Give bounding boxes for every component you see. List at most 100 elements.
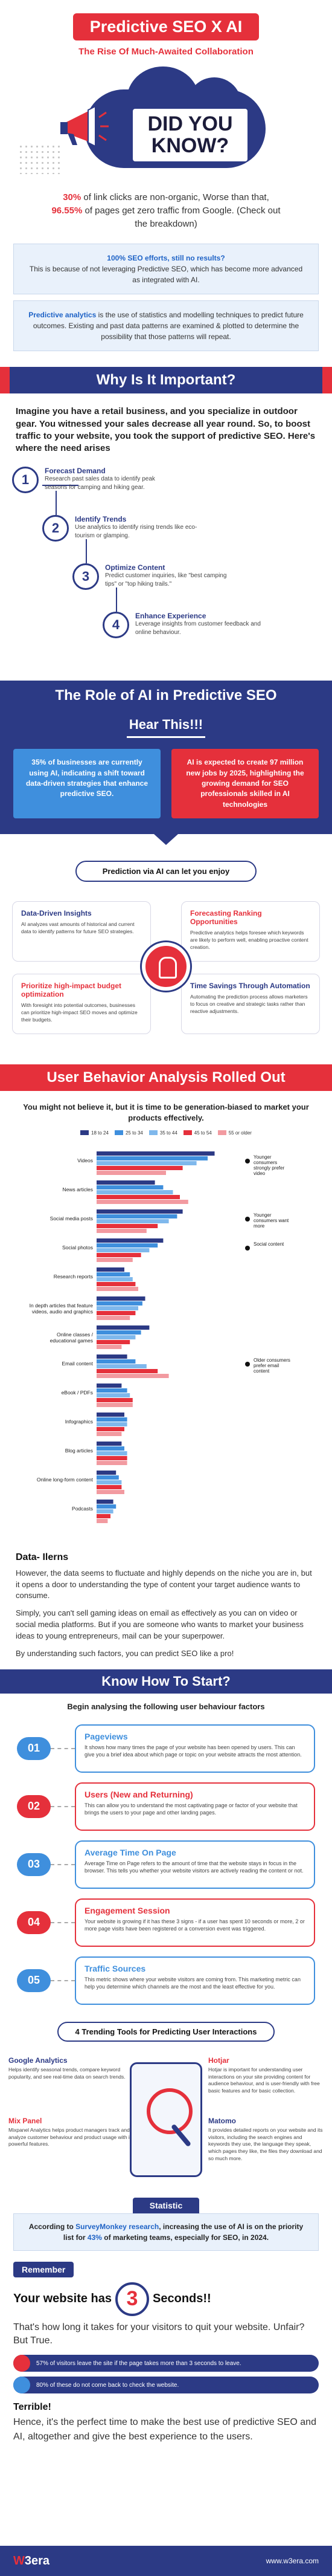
category-label: Online classes / educational games <box>50 1332 94 1344</box>
bar-35-to-44 <box>97 1277 133 1281</box>
bar-35-to-44 <box>97 1189 173 1194</box>
bar-25-to-34 <box>97 1185 164 1189</box>
bar-25-to-34 <box>97 1417 127 1422</box>
bar-45-to-54 <box>97 1484 122 1489</box>
seo-efforts-box: 100% SEO efforts, still no results? This… <box>13 244 319 295</box>
data-ilerns-p2: Simply, you can't sell gaming ideas on e… <box>16 1608 304 1640</box>
bar-55-or-older <box>97 1460 127 1465</box>
bar-25-to-34 <box>97 1330 141 1335</box>
survey-source: SurveyMonkey research <box>75 2222 159 2231</box>
start-heading: Know How To Start? <box>101 1673 231 1689</box>
user-behavior-intro: You might not believe it, but it is time… <box>23 1102 309 1123</box>
factor-item: 03 Average Time On Page Average Time on … <box>17 1836 315 1894</box>
bar-35-to-44 <box>97 1509 113 1513</box>
factor-title: Average Time On Page <box>85 1847 176 1857</box>
arrow-down-decoration <box>154 834 178 846</box>
step-description: Research past sales data to identify pea… <box>45 476 155 491</box>
stat-percent-2: 96.55% <box>51 205 83 216</box>
category-label: In depth articles that feature videos, au… <box>30 1303 94 1315</box>
header: Predictive SEO X AI The Rise Of Much-Awa… <box>0 0 332 57</box>
bar-45-to-54 <box>97 1397 133 1402</box>
bar-55-or-older <box>97 1286 138 1291</box>
factor-description: This metric shows where your website vis… <box>85 1976 301 1990</box>
tool-title: Google Analytics <box>8 2056 68 2065</box>
bar-35-to-44 <box>97 1451 127 1455</box>
step-description: Use analytics to identify rising trends … <box>75 524 197 539</box>
bar-18-to-24 <box>97 1412 124 1417</box>
step-number: 1 <box>12 467 39 494</box>
bar-45-to-54 <box>97 1455 127 1460</box>
factor-description: It shows how many times the page of your… <box>85 1744 302 1758</box>
bar-18-to-24 <box>97 1151 215 1156</box>
annotation-dot <box>245 1245 250 1251</box>
tool-hotjar: Hotjar Hotjar is important for understan… <box>208 2056 323 2095</box>
why-important-intro: Imagine you have a retail business, and … <box>16 406 316 453</box>
prediction-pill: Prediction via AI can let you enjoy <box>75 861 257 882</box>
terrible-body: Hence, it's the perfect time to make the… <box>13 2417 316 2442</box>
bar-55-or-older <box>97 1489 124 1494</box>
bar-chart: Videos News articles Social media posts Soc… <box>30 1151 290 1523</box>
footer: W3era www.w3era.com <box>0 2546 332 2576</box>
tools-section: Google Analytics Helps identify seasonal… <box>0 2050 332 2189</box>
bar-25-to-34 <box>97 1301 142 1306</box>
factor-description: Your website is growing if it has these … <box>85 1918 305 1932</box>
stat-bar-icon <box>13 2377 30 2394</box>
legend-item: 55 or older <box>217 1130 252 1136</box>
predictive-analytics-term: Predictive analytics <box>28 311 97 320</box>
benefit-card: Time Savings Through Automation Automati… <box>181 974 320 1035</box>
bar-45-to-54 <box>97 1310 136 1315</box>
bar-35-to-44 <box>97 1248 150 1252</box>
chart-legend: 18 to 24 25 to 34 35 to 44 45 to 54 55 o… <box>0 1130 332 1136</box>
step-description: Predict customer inquiries, like "best c… <box>105 572 227 587</box>
website-link[interactable]: www.w3era.com <box>266 2557 319 2565</box>
factor-item: 01 Pageviews It shows how many times the… <box>17 1720 315 1778</box>
bar-25-to-34 <box>97 1388 127 1393</box>
did-you-know-text: 30% of link clicks are non-organic, Wors… <box>0 191 332 230</box>
lightbulb-icon <box>142 942 190 991</box>
data-ilerns-section: Data- Ilerns However, the data seems to … <box>0 1543 332 1660</box>
user-behavior-heading: User Behavior Analysis Rolled Out <box>46 1069 286 1086</box>
step-number: 3 <box>72 563 99 591</box>
benefit-card: Forecasting Ranking Opportunities Predic… <box>181 901 320 962</box>
step-title: Forecast Demand <box>45 467 106 476</box>
bar-18-to-24 <box>97 1499 113 1504</box>
did-you-know-line-1: of link clicks are non-organic, Worse th… <box>81 192 269 202</box>
tool-description: Mixpanel Analytics helps product manager… <box>8 2126 134 2147</box>
bar-45-to-54 <box>97 1339 130 1344</box>
bar-35-to-44 <box>97 1480 122 1484</box>
bar-35-to-44 <box>97 1393 130 1397</box>
bar-18-to-24 <box>97 1470 117 1475</box>
stat-card-businesses: 35% of businesses are currently using AI… <box>13 749 161 819</box>
tool-title: Mix Panel <box>8 2116 42 2125</box>
bar-35-to-44 <box>97 1160 197 1165</box>
chart-annotation: Older consumers prefer email content <box>254 1358 290 1374</box>
bar-18-to-24 <box>97 1209 183 1214</box>
legend-item: 18 to 24 <box>80 1130 109 1136</box>
bar-45-to-54 <box>97 1281 136 1286</box>
bar-25-to-34 <box>97 1272 130 1277</box>
factor-item: 02 Users (New and Returning) This can al… <box>17 1778 315 1836</box>
step-description: Leverage insights from customer feedback… <box>135 621 261 636</box>
bar-55-or-older <box>97 1518 108 1523</box>
factor-title: Users (New and Returning) <box>85 1789 193 1799</box>
category-label: eBook / PDFs <box>62 1390 93 1396</box>
step-title: Identify Trends <box>75 515 127 524</box>
prediction-benefits: Data-Driven Insights AI analyzes vast am… <box>0 895 332 1046</box>
start-intro: Begin analysing the following user behav… <box>67 1701 265 1711</box>
factor-number: 03 <box>17 1853 51 1876</box>
bar-55-or-older <box>97 1373 169 1378</box>
tool-matomo: Matomo It provides detailed reports on y… <box>208 2117 323 2163</box>
tool-title: Matomo <box>208 2116 236 2125</box>
data-ilerns-p3: By understanding such factors, you can p… <box>16 1648 234 1658</box>
factor-item: 05 Traffic Sources This metric shows whe… <box>17 1952 315 2010</box>
category-label: Social photos <box>62 1244 93 1251</box>
benefit-title: Forecasting Ranking Opportunities <box>190 909 262 927</box>
category-label: Online long-form content <box>37 1477 94 1483</box>
category-label: News articles <box>62 1186 93 1193</box>
tools-pill: 4 Trending Tools for Predicting User Int… <box>57 2021 275 2042</box>
bar-45-to-54 <box>97 1426 124 1431</box>
step-4: 4 Enhance Experience Leverage insights f… <box>103 612 262 639</box>
factor-title: Engagement Session <box>85 1905 170 1915</box>
remember-label: Remember <box>13 2261 74 2277</box>
category-label: Blog articles <box>65 1448 93 1454</box>
